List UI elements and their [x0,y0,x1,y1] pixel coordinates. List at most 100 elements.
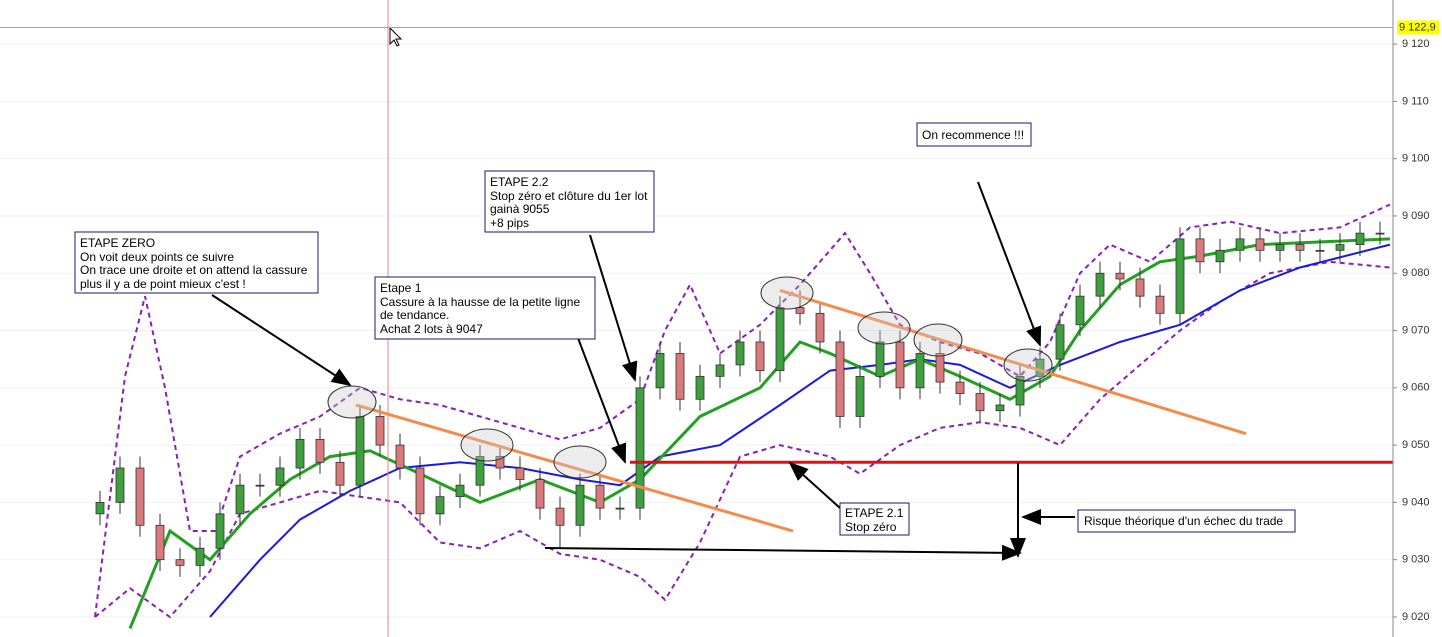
candle-body [855,375,865,417]
candle-body [95,501,105,515]
candle-body [975,393,985,412]
candle-body [715,364,725,377]
candle-body [835,341,845,417]
candle-body [295,438,305,469]
annotation-box [1077,509,1296,533]
annotation-text: Stop zéro et clôture du 1er lot [490,189,648,203]
y-tick-label: 9 040 [1402,496,1430,508]
annotation-text: ETAPE 2.2 [490,175,549,189]
annotations: ETAPE ZERO On voit deux points ce suivre… [74,122,1296,536]
y-tick-label: 9 050 [1402,439,1430,451]
y-tick-label: 9 030 [1402,554,1430,566]
annotation-text: Risque théorique d'un échec du trade [1084,514,1283,528]
candle-body [815,312,825,343]
candle-body [1135,278,1145,297]
annotation-text: ETAPE ZERO [80,236,155,250]
candle-body [755,341,765,372]
candle-body [1015,375,1025,406]
candle-body [1275,244,1285,251]
annotation-box [74,231,319,294]
candle-body [735,341,745,366]
y-tick-label: 9 060 [1402,382,1430,394]
candle-body [955,381,965,394]
annotation-box [839,502,910,536]
candle-body [1075,295,1085,326]
y-tick-label: 9 090 [1402,210,1430,222]
annotation-text: Stop zéro [845,520,897,534]
candle-body [215,513,225,549]
candle-body [375,416,385,446]
candle-body [635,387,645,509]
candle-body [455,484,465,498]
candle-body [475,456,485,486]
trend-line [779,288,1247,436]
y-tick-label: 9 110 [1402,95,1429,107]
candle-body [395,444,405,469]
candle-body [1195,238,1205,263]
candle-body [195,547,205,566]
arrow [577,337,627,464]
candle-body [255,484,265,487]
candle-body [515,467,525,480]
annotation-text: On trace une droite et on attend la cass… [80,263,308,277]
arrow [589,234,638,382]
ellipse [760,276,814,310]
mouse-cursor [389,26,403,47]
annotation-text: Achat 2 lots à 9047 [380,322,483,336]
annotation-text: Cassure à la hausse de la petite ligne [380,295,580,309]
annotation-text: Etape 1 [380,281,422,295]
y-tick-label: 9 070 [1402,324,1430,336]
candle-body [655,353,665,389]
candle-body [115,467,125,503]
arrow [788,461,841,509]
candle-body [1235,238,1245,251]
price-label-background [1397,20,1439,35]
candle-body [1215,249,1225,263]
y-tick-label: 9 100 [1402,153,1430,165]
annotation-text: On voit deux points ce suivre [80,250,234,264]
candle-body [935,353,945,383]
candle-body [355,416,365,486]
annotation-box [484,170,655,233]
ellipse [913,323,963,357]
candle-body [1315,249,1325,252]
annotation-text: de tendance. [380,308,449,322]
band-line [94,203,1391,618]
ellipse [460,428,514,462]
candle-body [315,438,325,463]
candle-body [535,479,545,509]
candle-body [235,484,245,515]
ellipse [327,385,377,419]
y-tick-label: 9 120 [1402,38,1430,50]
candle-body [595,484,605,509]
arrow [544,544,1022,561]
moving-average [209,243,1391,618]
annotation-text: plus il y a de point mieux c'est ! [80,277,246,291]
candle-body [1155,295,1165,314]
candle-body [675,353,685,400]
moving-average [128,237,1391,629]
candle-body [155,524,165,561]
ellipse [553,445,607,479]
annotation-text: +8 pips [490,216,529,230]
candle-body [695,375,705,400]
candle-body [995,404,1005,412]
y-tick-label: 9 080 [1402,267,1430,279]
annotation-text: On recommence !!! [922,128,1024,142]
arrow [211,294,352,387]
y-axis: 9 020 9 030 9 040 9 050 9 060 9 070 9 080 9 090… [1392,0,1442,637]
candle-body [1175,238,1185,314]
candle-body [555,507,565,526]
candle-body [335,461,345,486]
candle-body [1255,238,1265,251]
candle-body [135,467,145,526]
candle-body [875,341,885,377]
candle-body [495,456,505,469]
candle-body [775,307,785,372]
plot-area [94,203,1393,629]
candle-body [175,559,185,566]
candle-body [435,496,445,515]
ellipse [1003,348,1053,382]
candle-body [1095,272,1105,297]
